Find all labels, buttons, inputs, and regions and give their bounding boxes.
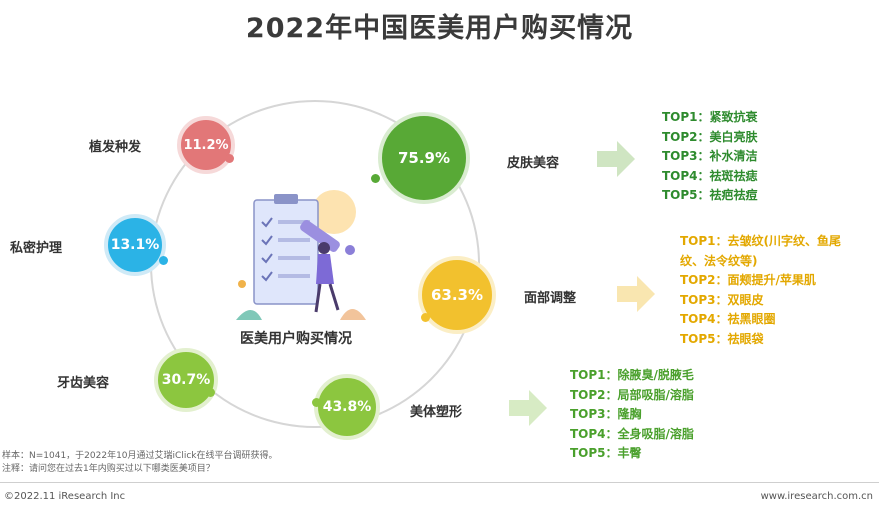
toplist-skin-beauty: TOP1：紧致抗衰 TOP2：美白亮肤 TOP3：补水清洁 TOP4：祛斑祛痣 … xyxy=(662,108,758,206)
list-item: TOP2：面颊提升/苹果肌 xyxy=(680,273,816,287)
bubble-private-care: 13.1% xyxy=(104,214,166,276)
copyright: ©2022.11 iResearch Inc xyxy=(4,491,126,502)
bubble-dental-beauty: 30.7% xyxy=(154,348,218,412)
list-item: TOP3：隆胸 xyxy=(570,407,642,421)
center-label: 医美用户购买情况 xyxy=(240,331,352,347)
dot-private-care xyxy=(159,256,168,265)
bubble-skin-beauty: 75.9% xyxy=(378,112,470,204)
toplist-body-shaping: TOP1：除腋臭/脱腋毛 TOP2：局部吸脂/溶脂 TOP3：隆胸 TOP4：全… xyxy=(570,366,694,464)
label-hair-transplant: 植发种发 xyxy=(89,140,142,155)
bubble-body-shaping: 43.8% xyxy=(314,374,380,440)
label-dental-beauty: 牙齿美容 xyxy=(57,376,110,391)
dot-dental-beauty xyxy=(206,388,215,397)
label-body-shaping: 美体塑形 xyxy=(410,405,463,420)
list-item: TOP2：美白亮肤 xyxy=(662,129,758,144)
list-item: TOP3：补水清洁 xyxy=(662,149,758,163)
clipboard-illustration xyxy=(236,190,366,320)
arrow-right-icon xyxy=(617,276,655,312)
website-link[interactable]: www.iresearch.com.cn xyxy=(760,491,873,502)
arrow-right-icon xyxy=(597,141,635,177)
dot-face-adjust xyxy=(421,313,430,322)
list-item: TOP5：祛疤祛痘 xyxy=(662,188,758,202)
sample-note: 样本：N=1041，于2022年10月通过艾瑞iClick在线平台调研获得。 xyxy=(2,451,278,461)
list-item: TOP3：双眼皮 xyxy=(680,292,764,307)
label-skin-beauty: 皮肤美容 xyxy=(507,156,560,171)
label-face-adjust: 面部调整 xyxy=(524,291,577,306)
toplist-face-adjust: TOP1：去皱纹(川字纹、鱼尾 纹、法令纹等) TOP2：面颊提升/苹果肌 TO… xyxy=(680,232,841,349)
list-item: TOP5：丰臀 xyxy=(570,446,642,460)
question-note: 注释：请问您在过去1年内购买过以下哪类医美项目？ xyxy=(2,464,215,474)
list-item: TOP1：除腋臭/脱腋毛 xyxy=(570,368,694,382)
chart-title: 2022年中国医美用户购买情况 xyxy=(245,13,634,44)
list-item: TOP2：局部吸脂/溶脂 xyxy=(570,387,694,402)
list-item: TOP4：祛黑眼圈 xyxy=(680,312,776,326)
list-item: TOP4：全身吸脂/溶脂 xyxy=(570,426,694,441)
list-item: TOP5：祛眼袋 xyxy=(680,331,764,346)
label-private-care: 私密护理 xyxy=(10,241,63,256)
bubble-face-adjust: 63.3% xyxy=(418,256,496,334)
list-item: 纹、法令纹等) xyxy=(680,253,758,268)
footer-divider xyxy=(0,482,879,483)
dot-body-shaping xyxy=(312,398,321,407)
list-item: TOP1：去皱纹(川字纹、鱼尾 xyxy=(680,234,842,248)
dot-hair-transplant xyxy=(225,154,234,163)
bubble-hair-transplant: 11.2% xyxy=(177,116,235,174)
dot-skin-beauty xyxy=(371,174,380,183)
arrow-right-icon xyxy=(509,390,547,426)
list-item: TOP1：紧致抗衰 xyxy=(662,110,758,124)
list-item: TOP4：祛斑祛痣 xyxy=(662,168,758,183)
